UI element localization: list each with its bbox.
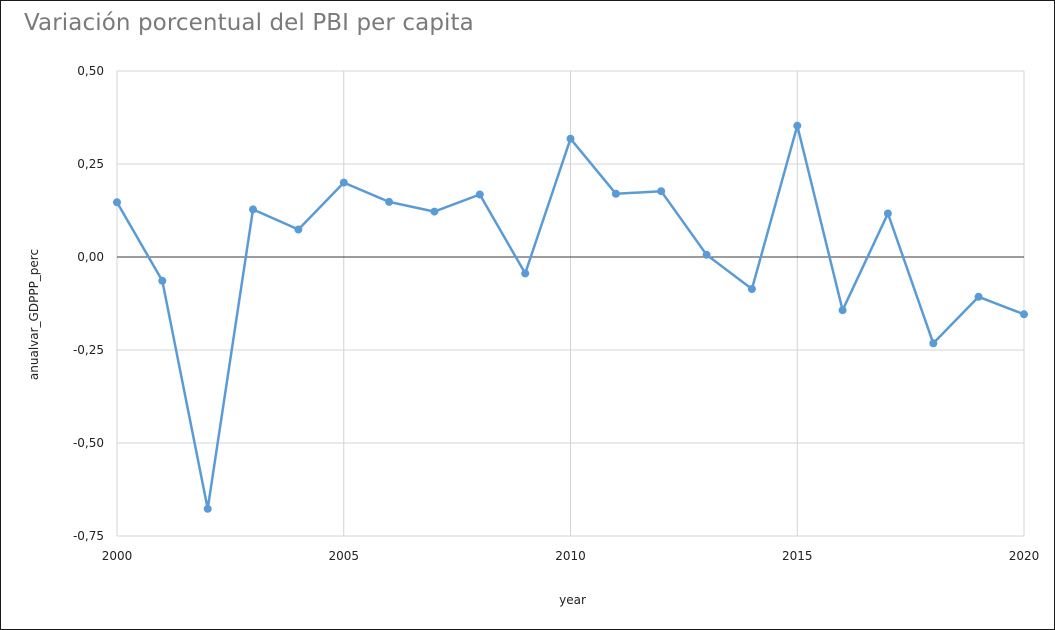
data-point <box>611 189 620 198</box>
y-tick-label: -0,75 <box>73 529 104 543</box>
data-point <box>657 187 666 196</box>
data-point <box>929 339 938 348</box>
chart-title: Variación porcentual del PBI per capita <box>24 10 474 36</box>
x-tick-label: 2000 <box>102 549 133 563</box>
series-layer <box>113 121 1028 513</box>
data-point <box>339 178 348 187</box>
data-point <box>883 209 892 218</box>
data-point <box>203 504 212 513</box>
grid-lines <box>116 70 1025 537</box>
x-tick-label: 2010 <box>555 549 586 563</box>
y-tick-label: -0,25 <box>73 343 104 357</box>
x-axis-label: year <box>559 593 586 607</box>
data-point <box>430 207 439 216</box>
data-point <box>702 250 711 259</box>
data-point <box>385 197 394 206</box>
x-tick-label: 2015 <box>782 549 813 563</box>
data-point <box>113 198 121 207</box>
data-point <box>747 285 756 293</box>
data-point <box>521 269 530 278</box>
data-point <box>566 134 575 143</box>
y-tick-label: -0,50 <box>73 436 104 450</box>
x-tick-label: 2020 <box>1009 549 1040 563</box>
x-tick-label: 2005 <box>328 549 359 563</box>
tick-labels: 0,50 0,25 0,00 -0,25 -0,50 -0,75 2000 2005 2010 2… <box>73 64 1039 563</box>
y-tick-label: 0,25 <box>77 157 104 171</box>
data-point <box>158 276 167 285</box>
data-point <box>475 190 484 199</box>
data-point <box>294 225 303 234</box>
y-tick-label: 0,50 <box>77 64 104 78</box>
data-point <box>249 205 257 214</box>
y-tick-label: 0,00 <box>77 250 104 264</box>
data-point <box>974 292 983 301</box>
data-point <box>793 121 802 130</box>
data-point <box>1020 310 1028 319</box>
y-axis-label: anualvar_GDPPP_perc <box>27 249 41 380</box>
data-point <box>838 306 847 315</box>
